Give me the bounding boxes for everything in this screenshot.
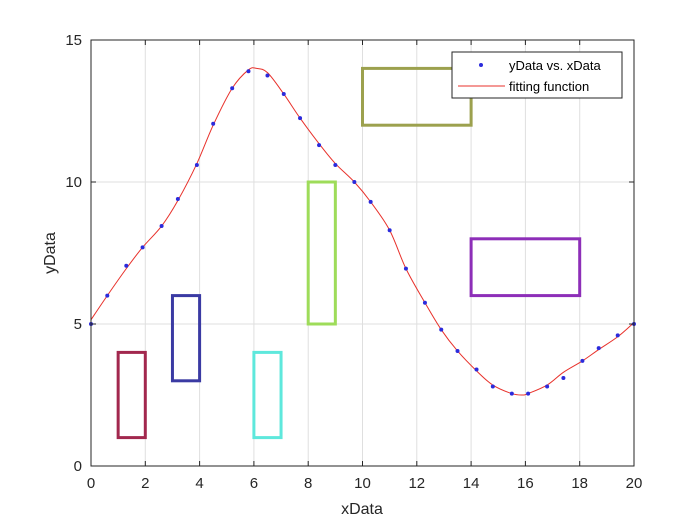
data-points-series: [89, 69, 636, 396]
data-point: [281, 91, 286, 96]
data-point: [124, 263, 129, 268]
legend-label-line: fitting function: [509, 79, 589, 94]
x-tick-label: 10: [354, 475, 371, 492]
legend-point-marker: [479, 63, 483, 67]
data-point: [455, 348, 460, 353]
y-tick-label: 0: [74, 458, 82, 475]
data-point: [246, 69, 251, 74]
annotation-rectangle: [252, 350, 283, 440]
data-point: [580, 358, 585, 363]
annotation-rectangle: [306, 180, 337, 326]
legend: yData vs. xData fitting function: [451, 51, 623, 99]
data-point: [265, 73, 270, 78]
data-point: [526, 391, 531, 396]
data-point: [615, 333, 620, 338]
data-point: [509, 391, 514, 396]
x-tick-label: 14: [463, 475, 480, 492]
data-point: [490, 384, 495, 389]
data-point: [105, 293, 110, 298]
data-point: [317, 143, 322, 148]
data-point: [422, 300, 427, 305]
annotation-rectangle: [469, 237, 582, 298]
data-point: [474, 367, 479, 372]
data-point: [596, 346, 601, 351]
x-tick-label: 12: [408, 475, 425, 492]
plot-axes: [90, 39, 635, 467]
data-point: [159, 224, 164, 229]
x-tick-label: 0: [87, 475, 95, 492]
data-point: [140, 245, 145, 250]
data-point: [352, 180, 357, 184]
annotation-rectangle: [116, 350, 147, 440]
data-point: [387, 228, 392, 233]
y-tick-label: 5: [74, 316, 82, 333]
data-point: [194, 162, 199, 167]
data-point: [211, 121, 216, 126]
rectangle-annotations: [116, 66, 582, 440]
data-point: [298, 116, 303, 121]
data-point: [403, 266, 408, 271]
annotation-rectangle: [170, 294, 202, 383]
data-point: [368, 199, 373, 204]
fitting-function-series: [90, 67, 635, 396]
y-tick-label: 15: [65, 32, 82, 49]
x-tick-label: 8: [304, 475, 312, 492]
x-tick-label: 16: [517, 475, 534, 492]
x-tick-label: 6: [250, 475, 258, 492]
x-axis-label: xData: [341, 501, 383, 518]
data-point: [561, 375, 566, 380]
data-point: [175, 197, 180, 202]
data-point: [230, 86, 235, 91]
y-axis-label: yData: [42, 232, 59, 274]
x-tick-label: 18: [571, 475, 588, 492]
y-tick-label: 10: [65, 174, 82, 191]
x-tick-label: 2: [141, 475, 149, 492]
legend-label-points: yData vs. xData: [509, 58, 602, 73]
fitting-function-line: [90, 67, 635, 396]
data-point: [333, 162, 338, 167]
x-tick-label: 4: [195, 475, 203, 492]
tick-labels: 0 2 4 6 8 10 12 14 16 18 20 0 5 10 15: [65, 32, 642, 492]
data-point: [439, 327, 444, 332]
data-point: [545, 384, 550, 389]
x-tick-label: 20: [626, 475, 643, 492]
legend-box: [451, 51, 623, 99]
